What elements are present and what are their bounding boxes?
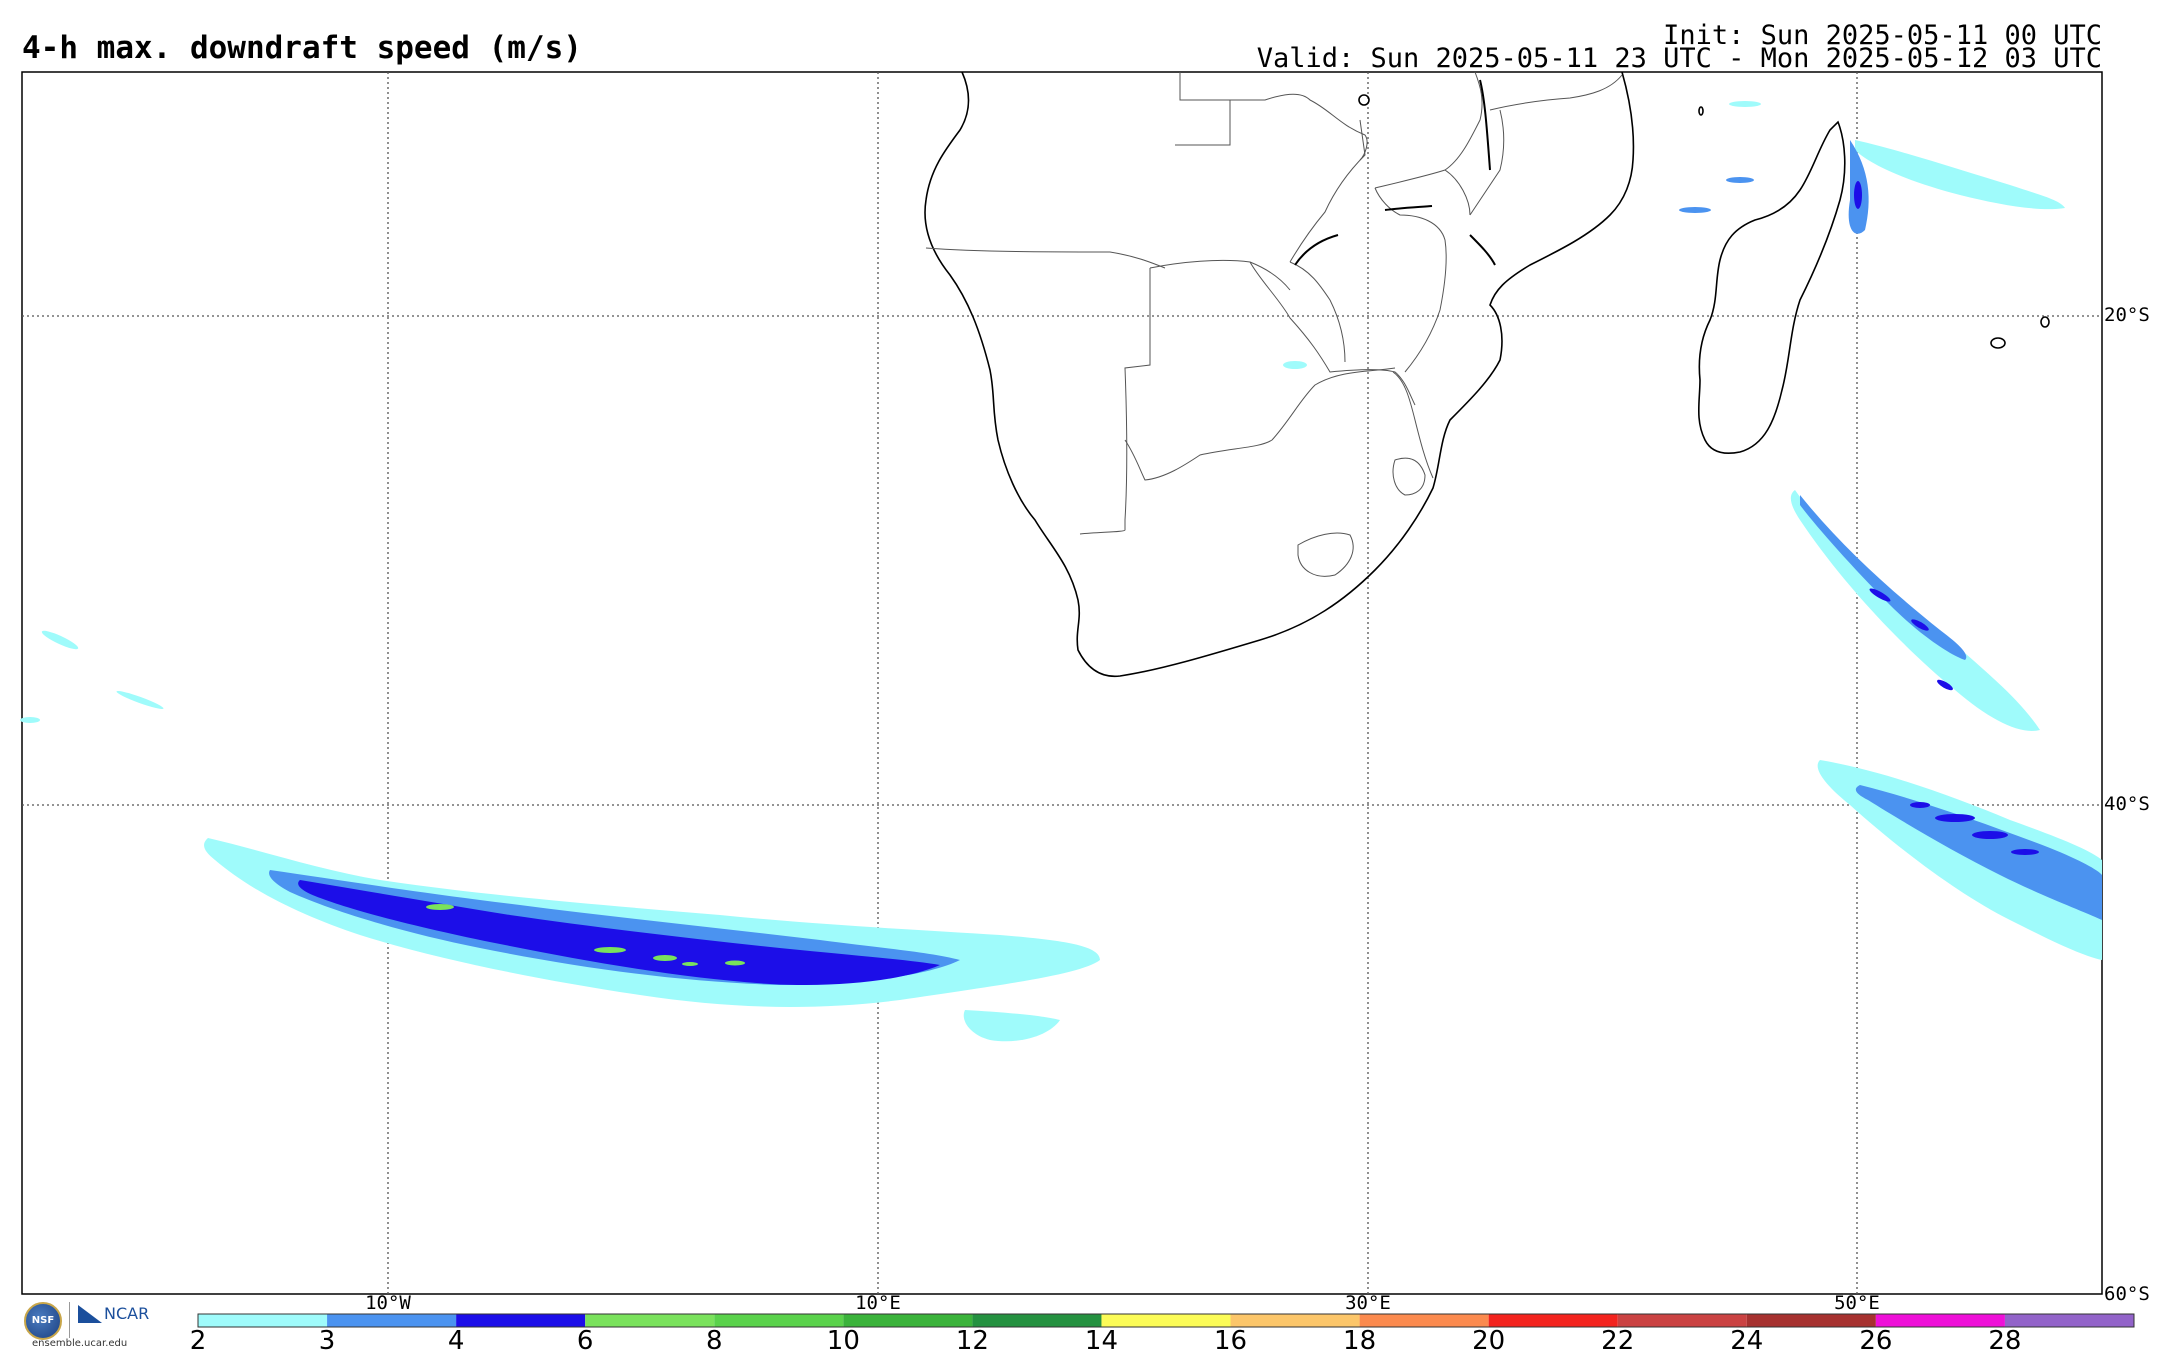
colorbar-frame — [197, 1313, 2135, 1328]
colorbar-swatch — [1875, 1314, 2005, 1327]
colorbar-tick-label: 22 — [1601, 1326, 1635, 1356]
downdraft-band-west — [204, 838, 1100, 1042]
colorbar-tick-label: 4 — [447, 1326, 465, 1356]
lon-label-10e: 10°E — [855, 1292, 901, 1314]
map-frame — [21, 71, 2103, 1295]
nsf-seal-icon: NSF — [24, 1302, 62, 1340]
colorbar — [197, 1313, 2135, 1328]
ncar-wordmark: NCAR — [104, 1304, 150, 1323]
graticule — [22, 72, 2102, 1294]
colorbar-swatch — [1746, 1314, 1876, 1327]
colorbar-swatch — [2004, 1314, 2134, 1327]
colorbar-tick-label: 28 — [1988, 1326, 2022, 1356]
colorbar-tick-label: 18 — [1343, 1326, 1377, 1356]
init-time: Init: Sun 2025-05-11 00 UTC — [1663, 20, 2102, 51]
valid-time: Valid: Sun 2025-05-11 23 UTC - Mon 2025-… — [1256, 43, 2102, 74]
colorbar-swatch — [843, 1314, 973, 1327]
colorbar-tick-label: 6 — [576, 1326, 594, 1356]
lon-label-50e: 50°E — [1834, 1292, 1880, 1314]
colorbar-swatch — [327, 1314, 457, 1327]
lon-label-30e: 30°E — [1345, 1292, 1391, 1314]
colorbar-tick-label: 14 — [1084, 1326, 1118, 1356]
colorbar-tick-label: 12 — [955, 1326, 989, 1356]
colorbar-swatch — [1101, 1314, 1231, 1327]
colorbar-swatch — [714, 1314, 844, 1327]
colorbar-swatch — [1488, 1314, 1618, 1327]
downdraft-band-southeast — [1817, 760, 2102, 960]
country-borders — [925, 71, 1623, 577]
colorbar-tick-label: 20 — [1472, 1326, 1506, 1356]
lat-label-60s: 60°S — [2104, 1283, 2150, 1305]
colorbar-tick-label: 24 — [1730, 1326, 1764, 1356]
colorbar-tick-label: 26 — [1859, 1326, 1893, 1356]
colorbar-swatch — [198, 1314, 328, 1327]
colorbar-swatch — [585, 1314, 715, 1327]
lat-label-40s: 40°S — [2104, 793, 2150, 815]
colorbar-swatch — [456, 1314, 586, 1327]
colorbar-swatch — [1617, 1314, 1747, 1327]
colorbar-tick-label: 8 — [705, 1326, 723, 1356]
ncar-logo-icon — [78, 1305, 102, 1323]
lakes — [1294, 79, 1496, 266]
lat-label-20s: 20°S — [2104, 304, 2150, 326]
colorbar-swatch — [1230, 1314, 1360, 1327]
downdraft-minor — [20, 361, 1307, 723]
ensemble-url: ensemble.ucar.edu — [32, 1338, 128, 1349]
downdraft-streak-east — [1790, 490, 2040, 731]
downdraft-madagascar — [1679, 101, 2065, 234]
map-title: 4-h max. downdraft speed (m/s) — [22, 30, 582, 66]
coastline — [924, 71, 2050, 678]
nsf-ncar-logo: NSF NCAR ensemble.ucar.edu — [22, 1300, 162, 1352]
colorbar-tick-label: 2 — [189, 1326, 207, 1356]
colorbar-tick-label: 10 — [826, 1326, 860, 1356]
colorbar-tick-label: 3 — [318, 1326, 336, 1356]
colorbar-swatch — [972, 1314, 1102, 1327]
logo-divider — [69, 1302, 70, 1338]
lon-label-10w: 10°W — [365, 1292, 411, 1314]
colorbar-swatch — [1359, 1314, 1489, 1327]
colorbar-tick-label: 16 — [1213, 1326, 1248, 1356]
